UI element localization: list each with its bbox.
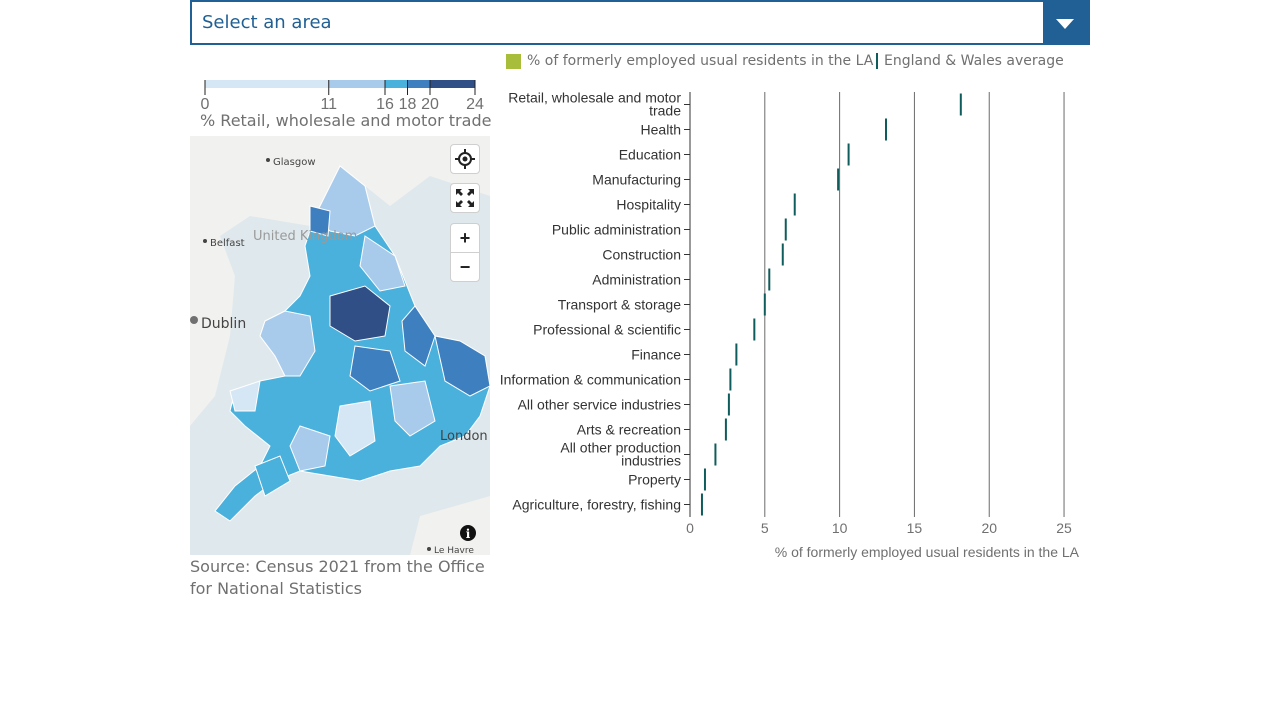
category-label: Information & communication: [500, 372, 681, 388]
scale-band: [385, 80, 408, 88]
glasgow-marker: [266, 158, 270, 162]
map-scale-label: % Retail, wholesale and motor trade: [200, 111, 492, 130]
category-label: Public administration: [552, 222, 681, 238]
category-label: Health: [641, 122, 681, 138]
la-swatch: [506, 54, 521, 69]
map-label-belfast: Belfast: [210, 238, 245, 249]
crosshair-icon: [455, 149, 475, 169]
x-tick-label: 25: [1056, 520, 1072, 536]
dublin-marker: [190, 316, 198, 324]
map-label-le-havre: Le Havre: [434, 546, 474, 555]
map-label-london: London: [440, 429, 488, 444]
fullscreen-button[interactable]: [450, 183, 480, 213]
map[interactable]: Glasgow United Kingdom Belfast Dublin Lo…: [190, 136, 490, 555]
le-havre-marker: [427, 547, 431, 551]
x-tick-label: 0: [686, 520, 694, 536]
map-canvas[interactable]: Glasgow United Kingdom Belfast Dublin Lo…: [190, 136, 490, 555]
scale-tick-label: 24: [466, 96, 484, 111]
zoom-out-button[interactable]: −: [450, 252, 480, 282]
info-icon[interactable]: i: [460, 525, 476, 541]
category-label: Retail, wholesale and motor trade: [508, 90, 681, 119]
area-select[interactable]: Select an area: [190, 0, 1090, 45]
svg-text:i: i: [466, 527, 471, 541]
scale-band: [407, 80, 430, 88]
map-scale-legend: 0 11 16 18 20 24 % Retail, wholesale and moto…: [190, 75, 492, 135]
fullscreen-icon: [456, 189, 474, 207]
category-label: Professional & scientific: [533, 322, 681, 338]
x-axis-label: % of formerly employed usual residents i…: [775, 544, 1080, 560]
category-label: Finance: [631, 347, 681, 363]
category-label: All other service industries: [518, 397, 681, 413]
category-label: Manufacturing: [592, 172, 681, 188]
x-tick-label: 15: [907, 520, 923, 536]
england-wales-regions[interactable]: [214, 165, 490, 522]
zoom-in-button[interactable]: +: [450, 223, 480, 253]
industry-chart-svg: Retail, wholesale and motor trade Health Ed…: [500, 90, 1080, 561]
category-label: Administration: [592, 272, 681, 288]
map-label-united-kingdom: United Kingdom: [253, 229, 357, 244]
x-tick-label: 20: [981, 520, 997, 536]
scale-band: [430, 80, 475, 88]
category-label: Property: [628, 472, 681, 488]
scale-tick-label: 11: [320, 96, 337, 111]
scale-tick-label: 16: [376, 96, 394, 111]
x-tick-label: 5: [761, 520, 769, 536]
legend-la-label: % of formerly employed usual residents i…: [527, 53, 874, 69]
scale-tick-label: 18: [399, 96, 417, 111]
category-label: Construction: [602, 247, 681, 263]
map-label-dublin: Dublin: [201, 316, 246, 332]
map-scale-bar: 0 11 16 18 20 24: [201, 80, 484, 113]
industry-chart: Retail, wholesale and motor trade Health Ed…: [490, 80, 1090, 570]
category-label: Hospitality: [616, 197, 681, 213]
category-label: Agriculture, forestry, fishing: [512, 497, 681, 513]
category-label: Education: [619, 147, 681, 163]
scale-band: [205, 80, 329, 88]
avg-line-swatch: [876, 53, 878, 69]
scale-band: [328, 80, 385, 88]
source-note: Source: Census 2021 from the Office for …: [190, 557, 485, 598]
belfast-marker: [203, 239, 207, 243]
category-label: All other production industries: [560, 440, 681, 469]
locate-button[interactable]: [450, 144, 480, 174]
category-label: Arts & recreation: [577, 422, 681, 438]
scotland-land: [190, 136, 490, 256]
x-tick-label: 10: [832, 520, 848, 536]
chevron-down-icon[interactable]: [1043, 2, 1088, 43]
category-label: Transport & storage: [558, 297, 681, 313]
legend-avg-label: England & Wales average: [884, 53, 1064, 69]
ireland-land: [190, 236, 235, 426]
scale-tick-label: 20: [421, 96, 439, 111]
scale-tick-label: 0: [201, 96, 210, 111]
map-label-glasgow: Glasgow: [273, 157, 316, 168]
area-select-placeholder: Select an area: [202, 12, 332, 33]
